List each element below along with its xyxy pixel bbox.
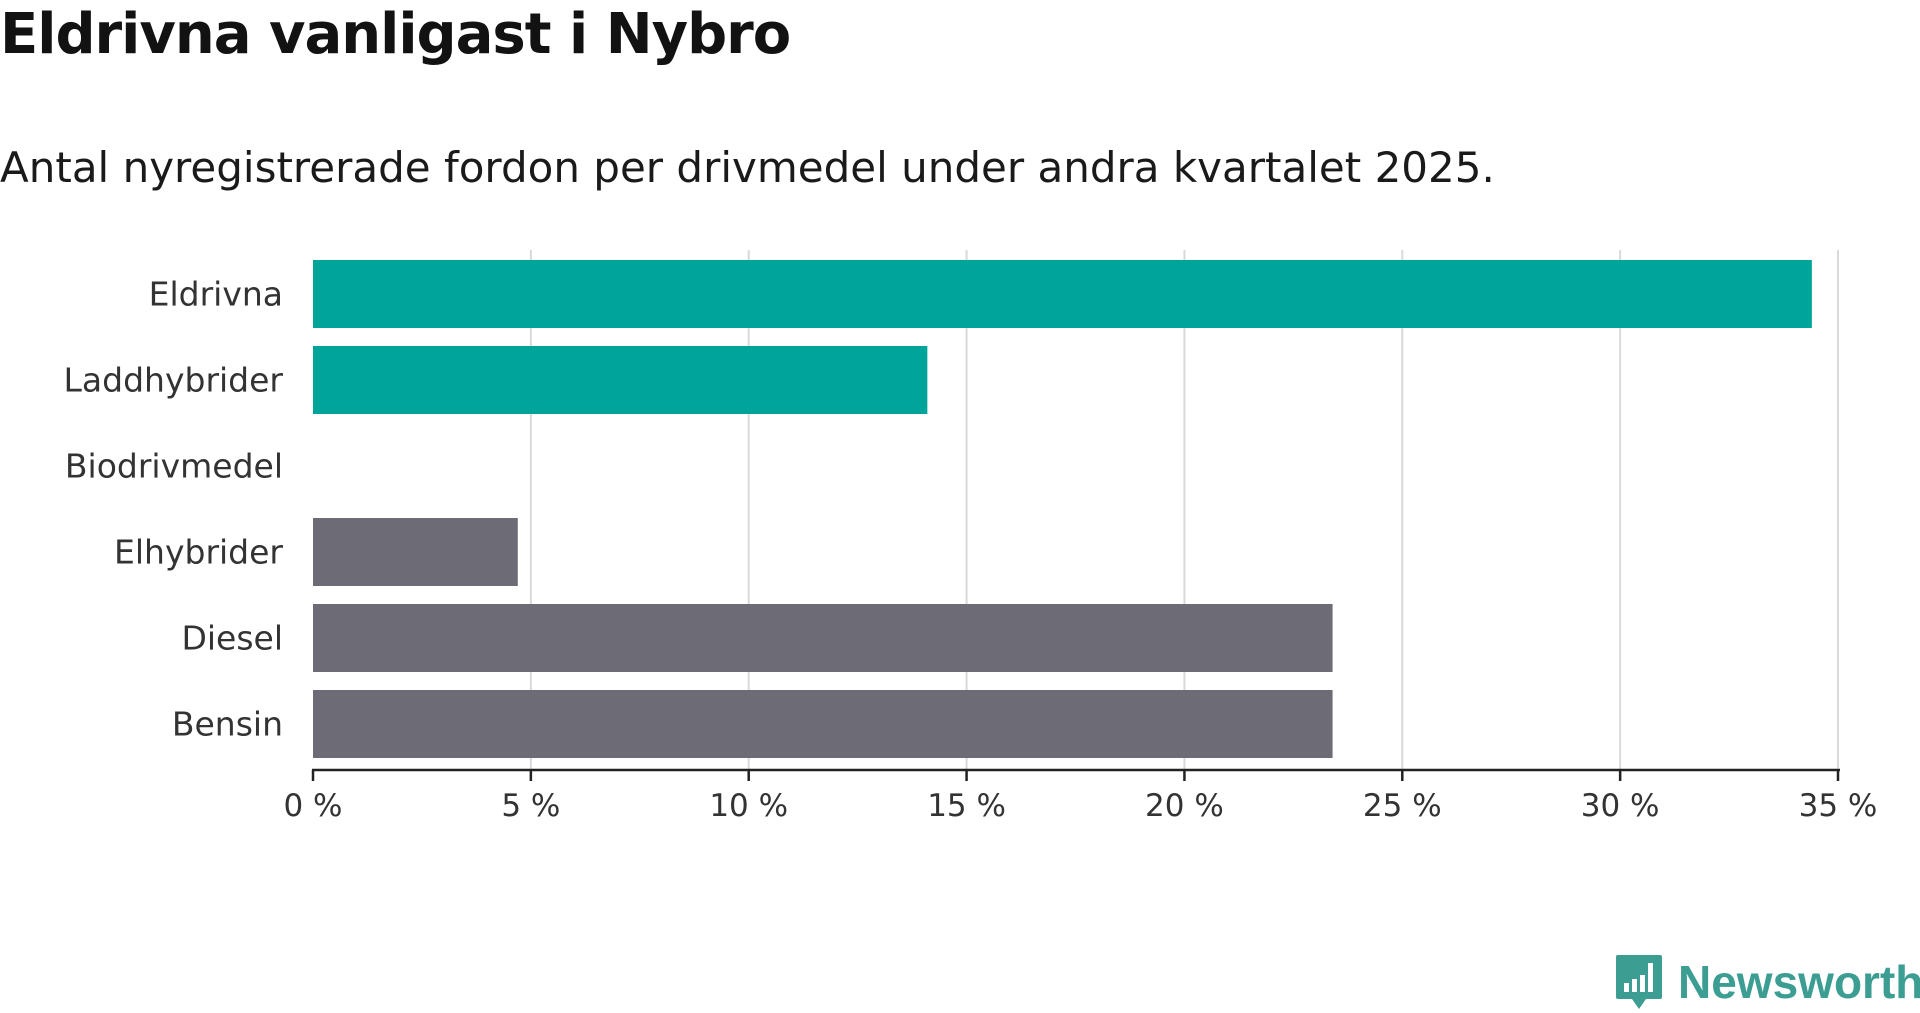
bar: [313, 346, 928, 414]
bar: [313, 260, 1812, 328]
x-tick-label: 20 %: [1145, 788, 1224, 824]
grid-lines: [529, 250, 1839, 770]
x-tick-label: 10 %: [709, 788, 788, 824]
x-tick-label: 25 %: [1363, 788, 1442, 824]
brand-name: Newsworthy: [1678, 956, 1920, 1008]
x-tick-label: 30 %: [1581, 788, 1660, 824]
category-label: Bensin: [172, 705, 283, 744]
brand-logo[interactable]: Newsworthy: [1614, 951, 1920, 1013]
bar: [313, 518, 518, 586]
newsworthy-logo-icon: [1616, 955, 1662, 1009]
category-label: Diesel: [181, 619, 283, 658]
bars: [313, 260, 1812, 758]
x-tick-label: 15 %: [927, 788, 1006, 824]
x-axis: 0 % 5 % 10 % 15 % 20 % 25 % 30 % 35 %: [283, 768, 1878, 824]
category-label: Biodrivmedel: [65, 447, 283, 486]
chart-subtitle: Antal nyregistrerade fordon per drivmede…: [0, 143, 1495, 192]
x-tick-label: 0 %: [283, 788, 342, 824]
category-label: Elhybrider: [114, 533, 283, 572]
x-tick-label: 5 %: [501, 788, 560, 824]
bar: [313, 690, 1333, 758]
category-labels: Eldrivna Laddhybrider Biodrivmedel Elhybrid…: [64, 275, 284, 744]
category-label: Eldrivna: [149, 275, 283, 314]
chart-title: Eldrivna vanligast i Nybro: [0, 2, 791, 67]
category-label: Laddhybrider: [64, 361, 284, 400]
bar: [313, 604, 1333, 672]
x-tick-label: 35 %: [1799, 788, 1878, 824]
